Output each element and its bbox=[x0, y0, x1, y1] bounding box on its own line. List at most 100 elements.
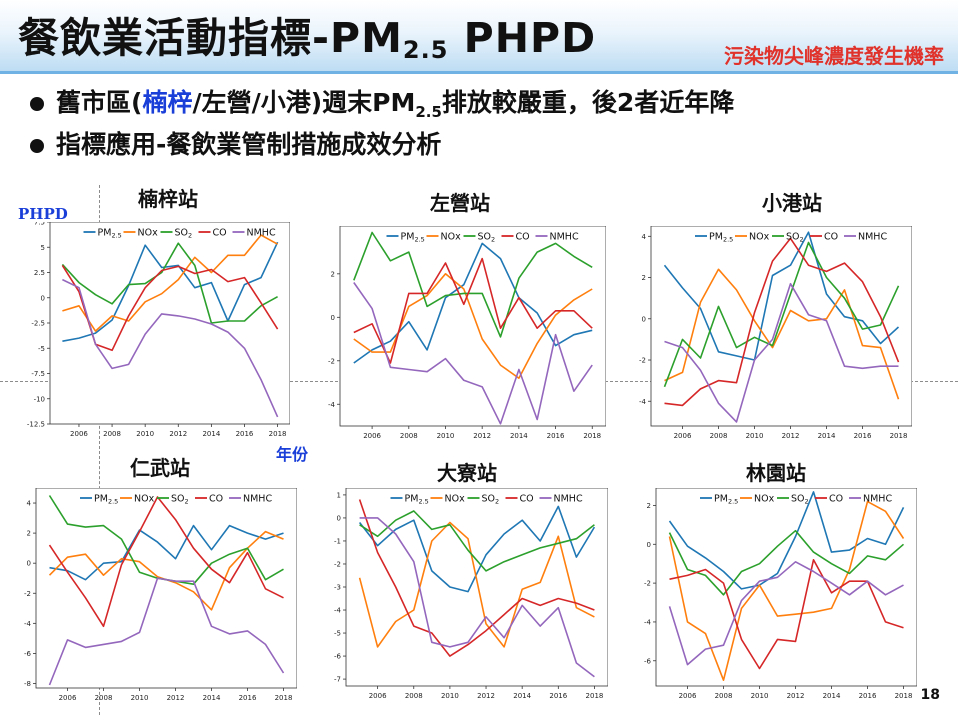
plot-area bbox=[36, 488, 297, 688]
legend-label-subscript: 2 bbox=[185, 498, 189, 506]
legend-label: NMHC bbox=[554, 494, 583, 505]
y-tick-label: -2.5 bbox=[31, 320, 45, 328]
y-tick-label: -10 bbox=[34, 395, 45, 403]
y-tick-label: 2 bbox=[647, 502, 651, 510]
y-tick-label: 4 bbox=[642, 233, 647, 241]
y-tick-label: -5 bbox=[38, 345, 45, 353]
legend-label: CO bbox=[829, 494, 843, 505]
y-tick-label: 2 bbox=[27, 530, 31, 538]
y-tick-label: -8 bbox=[24, 680, 31, 688]
x-tick-label: 2016 bbox=[549, 692, 567, 700]
y-tick-label: -4 bbox=[639, 398, 647, 406]
y-tick-label: -6 bbox=[644, 657, 652, 665]
y-tick-label: -5 bbox=[334, 630, 341, 638]
legend-label-subscript: 2.5 bbox=[414, 236, 424, 244]
legend-label: NMHC bbox=[243, 494, 272, 505]
bullet-1-text-c: 排放較嚴重，後2者近年降 bbox=[442, 88, 734, 117]
plot-area bbox=[346, 488, 608, 686]
bullet-1-text-b: /左營/小港)週末PM bbox=[192, 88, 415, 117]
y-tick-label: -2 bbox=[334, 560, 341, 568]
x-tick-label: 2012 bbox=[787, 692, 805, 700]
legend-label-subscript: 2.5 bbox=[418, 498, 428, 506]
y-tick-label: -4 bbox=[644, 618, 652, 626]
x-tick-label: 2018 bbox=[586, 692, 604, 700]
page-title-subscript: 2.5 bbox=[403, 36, 449, 64]
x-tick-label: 2010 bbox=[441, 692, 459, 700]
y-tick-label: -3 bbox=[334, 584, 341, 592]
x-tick-label: 2006 bbox=[674, 432, 692, 440]
x-tick-label: 2014 bbox=[510, 432, 528, 440]
x-tick-label: 2014 bbox=[823, 692, 841, 700]
page-title: 餐飲業活動指標-PM2.5 PHPD bbox=[18, 4, 596, 64]
legend-label-subscript: 2.5 bbox=[108, 498, 118, 506]
legend-label: NMHC bbox=[863, 494, 892, 505]
y-tick-label: -2 bbox=[639, 357, 646, 365]
chart-title-zuoying: 左營站 bbox=[430, 187, 490, 216]
y-tick-label: 0 bbox=[41, 294, 45, 302]
x-tick-label: 2006 bbox=[369, 692, 387, 700]
x-tick-label: 2010 bbox=[131, 694, 149, 702]
page-subtitle: 污染物尖峰濃度發生機率 bbox=[724, 40, 944, 69]
title-underline bbox=[0, 71, 958, 74]
x-tick-label: 2012 bbox=[167, 694, 185, 702]
x-tick-label: 2016 bbox=[547, 432, 565, 440]
legend-label-subscript: 2 bbox=[188, 232, 192, 240]
legend-label: NOx bbox=[134, 494, 155, 505]
x-tick-label: 2016 bbox=[854, 432, 872, 440]
legend-label-subscript: 2 bbox=[495, 498, 499, 506]
legend-label: NOx bbox=[754, 494, 775, 505]
x-tick-label: 2012 bbox=[477, 692, 495, 700]
x-tick-label: 2014 bbox=[202, 430, 220, 438]
legend-label-subscript: 2 bbox=[800, 236, 804, 244]
legend-label: NOx bbox=[441, 232, 462, 243]
x-tick-label: 2010 bbox=[746, 432, 764, 440]
x-tick-label: 2006 bbox=[363, 432, 381, 440]
legend-label: CO bbox=[209, 494, 223, 505]
legend-label: CO bbox=[520, 494, 534, 505]
legend-label-subscript: 2.5 bbox=[728, 498, 738, 506]
x-tick-label: 2014 bbox=[513, 692, 531, 700]
y-tick-label: -6 bbox=[334, 653, 342, 661]
legend-label: NOx bbox=[749, 232, 770, 243]
bullet-1-text-a: 舊市區( bbox=[56, 88, 142, 117]
y-tick-label: -6 bbox=[24, 650, 32, 658]
y-tick-label: 4 bbox=[27, 500, 32, 508]
chart-title-siaogang: 小港站 bbox=[762, 187, 822, 216]
x-tick-label: 2012 bbox=[169, 430, 187, 438]
y-tick-label: -2 bbox=[644, 580, 651, 588]
page-title-tail: PHPD bbox=[448, 14, 596, 62]
chart-nanzih: -12.5-10-7.5-5-2.502.557.52006 2008 2010 20… bbox=[26, 222, 290, 442]
bullet-list: 舊市區(楠梓/左營/小港)週末PM2.5排放較嚴重，後2者近年降 指標應用-餐飲… bbox=[30, 85, 734, 169]
legend-label: NOx bbox=[445, 494, 466, 505]
bullet-item-2: 指標應用-餐飲業管制措施成效分析 bbox=[30, 127, 734, 169]
y-tick-label: 0 bbox=[642, 315, 646, 323]
chart-daliao: -7-6-5-4-3-2-1012006 2008 2010 2012 2014 2016… bbox=[322, 488, 608, 704]
legend-label: CO bbox=[213, 228, 227, 239]
x-tick-label: 2012 bbox=[473, 432, 491, 440]
x-tick-label: 2018 bbox=[275, 694, 293, 702]
legend-label: CO bbox=[516, 232, 530, 243]
x-tick-label: 2016 bbox=[236, 430, 254, 438]
x-tick-label: 2008 bbox=[103, 430, 121, 438]
plot-area bbox=[656, 488, 917, 686]
y-tick-label: -7.5 bbox=[31, 370, 45, 378]
legend-label-subscript: 2.5 bbox=[723, 236, 733, 244]
legend-label: NMHC bbox=[858, 232, 887, 243]
y-tick-label: 5 bbox=[41, 244, 45, 252]
y-tick-label: 7.5 bbox=[34, 222, 45, 227]
chart-title-nanzih: 楠梓站 bbox=[138, 183, 198, 212]
x-tick-label: 2008 bbox=[400, 432, 418, 440]
x-tick-label: 2018 bbox=[895, 692, 913, 700]
x-tick-label: 2018 bbox=[269, 430, 287, 438]
bullet-1-highlight: 楠梓 bbox=[142, 88, 192, 117]
x-tick-label: 2006 bbox=[679, 692, 697, 700]
legend-label-subscript: 2 bbox=[805, 498, 809, 506]
plot-area bbox=[50, 222, 290, 424]
x-axis-label: 年份 bbox=[276, 441, 308, 465]
legend-label: NOx bbox=[138, 228, 159, 239]
y-tick-label: 0 bbox=[331, 314, 335, 322]
chart-title-daliao: 大寮站 bbox=[437, 457, 497, 486]
legend-label-subscript: 2 bbox=[491, 236, 495, 244]
plot-area bbox=[340, 226, 606, 426]
